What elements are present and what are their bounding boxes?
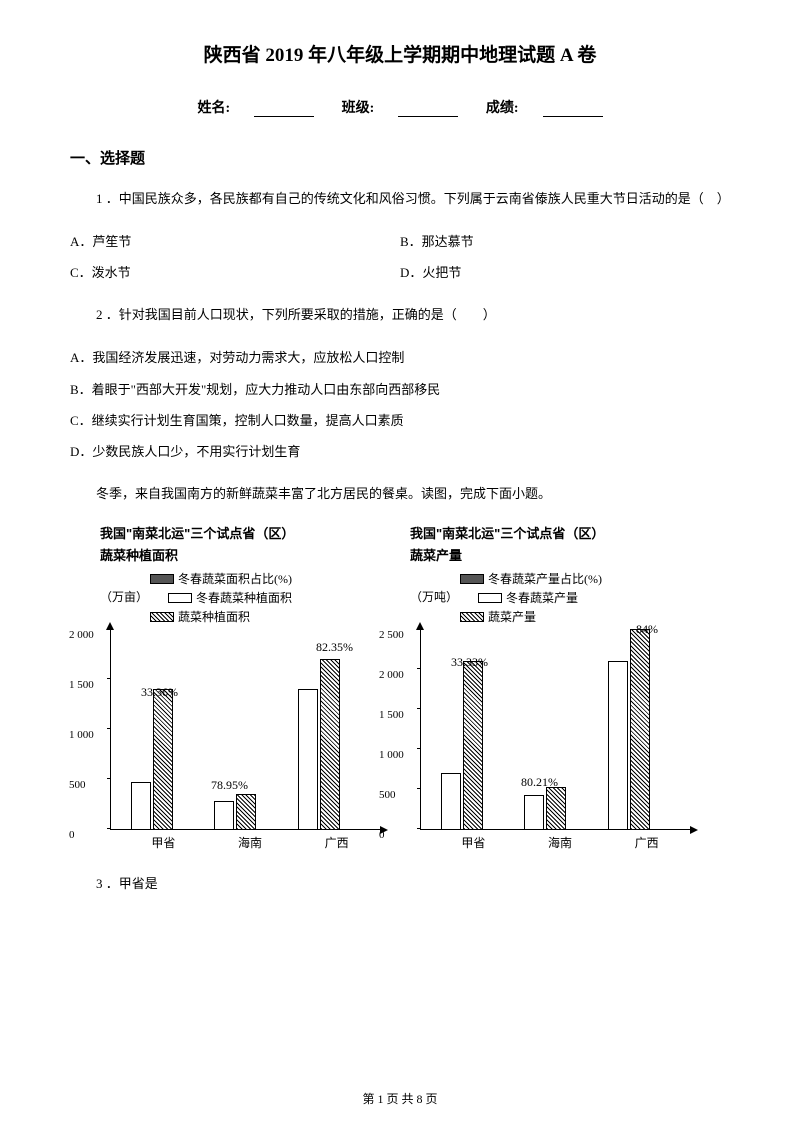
y-tick-label: 2 000 bbox=[69, 629, 94, 641]
q2-opt-c: C．继续实行计划生育国策，控制人口数量，提高人口素质 bbox=[70, 405, 730, 436]
chart2-x-labels: 甲省 海南 广西 bbox=[420, 834, 700, 851]
bar-total bbox=[153, 689, 173, 829]
q2-opt-a: A．我国经济发展迅速，对劳动力需求大，应放松人口控制 bbox=[70, 342, 730, 373]
chart1-x-labels: 甲省 海南 广西 bbox=[110, 834, 390, 851]
q1-opt-b: B．那达慕节 bbox=[400, 226, 730, 257]
chart1-legend: 冬春蔬菜面积占比(%) （万亩） 冬春蔬菜种植面积 蔬菜种植面积 bbox=[100, 570, 390, 626]
y-tick-label: 500 bbox=[379, 789, 396, 801]
x-label: 甲省 bbox=[151, 834, 175, 851]
chart2-leg-2: 蔬菜产量 bbox=[488, 608, 536, 626]
x-axis-arrow bbox=[690, 826, 698, 834]
percent-label: 33.36% bbox=[141, 685, 178, 700]
bar-total bbox=[630, 629, 650, 829]
percent-label: 82.35% bbox=[316, 640, 353, 655]
legend-swatch-hatch bbox=[150, 612, 174, 622]
legend-swatch-hatch bbox=[460, 612, 484, 622]
legend-swatch-empty bbox=[478, 593, 502, 603]
legend-swatch-empty bbox=[168, 593, 192, 603]
student-info: 姓名: 班级: 成绩: bbox=[70, 97, 730, 117]
x-label: 海南 bbox=[238, 834, 262, 851]
chart1-y-unit: （万亩） bbox=[100, 588, 148, 606]
q1-opt-d: D．火把节 bbox=[400, 257, 730, 288]
question-1: 1 ．中国民族众多，各民族都有自己的传统文化和风俗习惯。下列属于云南省傣族人民重… bbox=[70, 186, 730, 212]
y-tick-label: 2 000 bbox=[379, 669, 404, 681]
bar-group bbox=[608, 629, 650, 829]
score-blank[interactable] bbox=[543, 103, 603, 117]
passage: 冬季，来自我国南方的新鲜蔬菜丰富了北方居民的餐桌。读图，完成下面小题。 bbox=[70, 481, 730, 507]
chart2-legend: 冬春蔬菜产量占比(%) （万吨） 冬春蔬菜产量 蔬菜产量 bbox=[410, 570, 700, 626]
x-label: 甲省 bbox=[461, 834, 485, 851]
question-2: 2 ．针对我国目前人口现状，下列所要采取的措施，正确的是（ ） bbox=[70, 302, 730, 328]
q1-opt-a: A．芦笙节 bbox=[70, 226, 400, 257]
bar-total bbox=[320, 659, 340, 829]
chart1-leg-2: 蔬菜种植面积 bbox=[178, 608, 250, 626]
x-label: 海南 bbox=[548, 834, 572, 851]
name-blank[interactable] bbox=[254, 103, 314, 117]
bar-winter-spring bbox=[131, 782, 151, 829]
q2-options: A．我国经济发展迅速，对劳动力需求大，应放松人口控制 B．着眼于"西部大开发"规… bbox=[70, 342, 730, 467]
bar-winter-spring bbox=[298, 689, 318, 829]
exam-title: 陕西省 2019 年八年级上学期期中地理试题 A 卷 bbox=[70, 40, 730, 67]
bar-group bbox=[214, 794, 256, 829]
bar-total bbox=[236, 794, 256, 829]
chart2-plot: 05001 0001 5002 0002 50033.33%80.21%84% bbox=[420, 630, 690, 830]
chart1-leg-1: 冬春蔬菜种植面积 bbox=[196, 589, 292, 607]
score-label: 成绩: bbox=[486, 101, 519, 116]
y-tick-label: 2 500 bbox=[379, 629, 404, 641]
name-label: 姓名: bbox=[197, 101, 230, 116]
y-tick-label: 0 bbox=[69, 829, 75, 841]
chart2-leg-0: 冬春蔬菜产量占比(%) bbox=[488, 570, 602, 588]
percent-label: 33.33% bbox=[451, 655, 488, 670]
y-tick-label: 1 500 bbox=[379, 709, 404, 721]
chart1-title-l1: 我国"南菜北运"三个试点省（区） bbox=[100, 525, 390, 543]
class-label: 班级: bbox=[342, 101, 375, 116]
bar-winter-spring bbox=[524, 795, 544, 829]
x-label: 广西 bbox=[635, 834, 659, 851]
chart2-title-l2: 蔬菜产量 bbox=[410, 547, 700, 565]
chart1-leg-0: 冬春蔬菜面积占比(%) bbox=[178, 570, 292, 588]
q1-opt-c: C．泼水节 bbox=[70, 257, 400, 288]
legend-swatch-solid bbox=[150, 574, 174, 584]
chart-yield: 我国"南菜北运"三个试点省（区） 蔬菜产量 冬春蔬菜产量占比(%) （万吨） 冬… bbox=[410, 525, 700, 850]
y-tick-label: 1 500 bbox=[69, 679, 94, 691]
bar-total bbox=[463, 661, 483, 829]
bar-group bbox=[524, 787, 566, 829]
chart2-y-unit: （万吨） bbox=[410, 588, 458, 606]
bar-winter-spring bbox=[608, 661, 628, 829]
y-tick-label: 1 000 bbox=[69, 729, 94, 741]
y-tick-label: 0 bbox=[379, 829, 385, 841]
bar-group bbox=[131, 689, 173, 829]
class-blank[interactable] bbox=[398, 103, 458, 117]
charts-container: 我国"南菜北运"三个试点省（区） 蔬菜种植面积 冬春蔬菜面积占比(%) （万亩）… bbox=[70, 525, 730, 850]
q2-opt-d: D．少数民族人口少，不用实行计划生育 bbox=[70, 436, 730, 467]
page-footer: 第 1 页 共 8 页 bbox=[0, 1090, 800, 1107]
percent-label: 80.21% bbox=[521, 775, 558, 790]
bar-group bbox=[441, 661, 483, 829]
section-1-title: 一、选择题 bbox=[70, 147, 730, 168]
bar-winter-spring bbox=[441, 773, 461, 829]
chart2-leg-1: 冬春蔬菜产量 bbox=[506, 589, 578, 607]
x-label: 广西 bbox=[325, 834, 349, 851]
y-tick-label: 500 bbox=[69, 779, 86, 791]
chart2-title-l1: 我国"南菜北运"三个试点省（区） bbox=[410, 525, 700, 543]
question-3: 3 ．甲省是 bbox=[70, 871, 730, 897]
q1-options: A．芦笙节 B．那达慕节 C．泼水节 D．火把节 bbox=[70, 226, 730, 288]
bar-total bbox=[546, 787, 566, 829]
percent-label: 78.95% bbox=[211, 778, 248, 793]
chart1-title-l2: 蔬菜种植面积 bbox=[100, 547, 390, 565]
y-tick-label: 1 000 bbox=[379, 749, 404, 761]
chart-area: 我国"南菜北运"三个试点省（区） 蔬菜种植面积 冬春蔬菜面积占比(%) （万亩）… bbox=[100, 525, 390, 850]
bar-group bbox=[298, 659, 340, 829]
percent-label: 84% bbox=[636, 622, 658, 637]
chart1-plot: 05001 0001 5002 00033.36%78.95%82.35% bbox=[110, 630, 380, 830]
bar-winter-spring bbox=[214, 801, 234, 829]
q2-opt-b: B．着眼于"西部大开发"规划，应大力推动人口由东部向西部移民 bbox=[70, 374, 730, 405]
legend-swatch-solid bbox=[460, 574, 484, 584]
